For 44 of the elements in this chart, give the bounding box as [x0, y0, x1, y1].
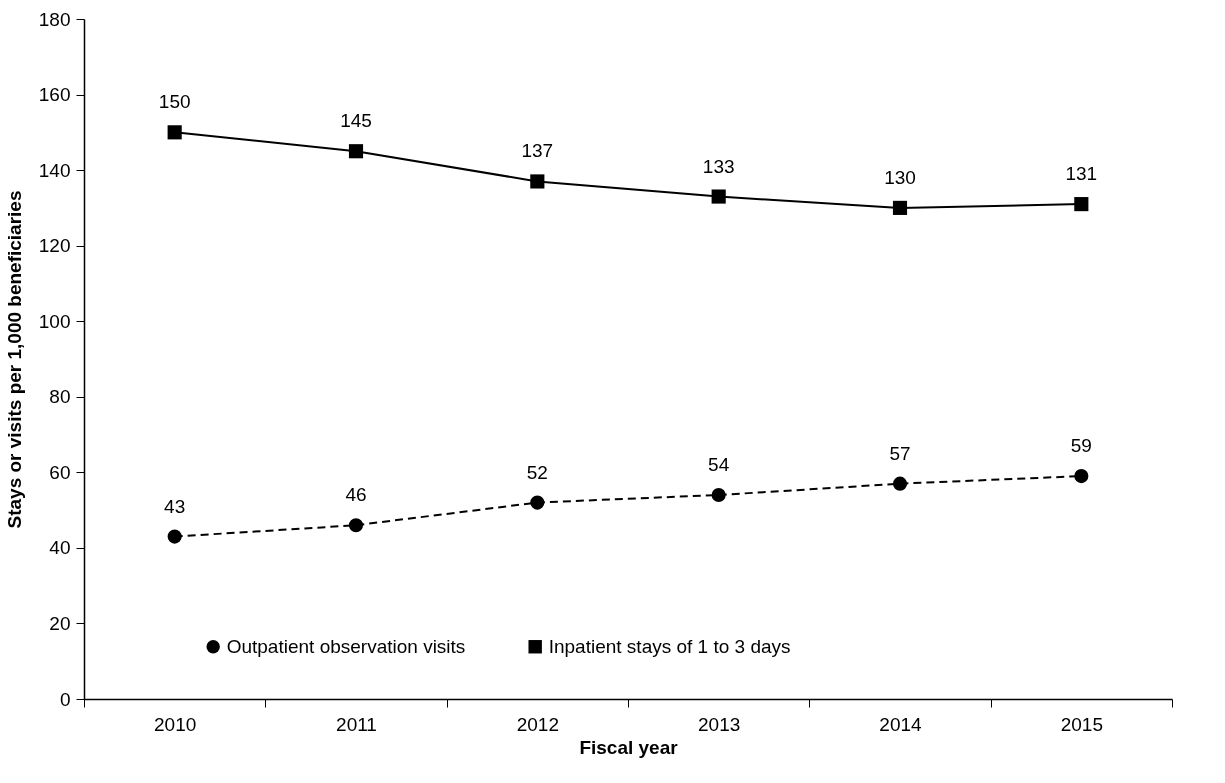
legend-label: Outpatient observation visits: [226, 635, 466, 657]
y-tick-label: 0: [59, 688, 71, 710]
data-label: 150: [158, 91, 191, 113]
x-tick-label: 2010: [154, 713, 197, 735]
y-tick-label: 80: [49, 386, 71, 408]
point: [167, 125, 182, 140]
y-axis-title: Stays or visits per 1,000 beneficiaries: [3, 190, 25, 529]
x-tick-label: 2014: [879, 713, 923, 735]
point: [167, 529, 182, 544]
point: [711, 487, 726, 503]
y-tick-label: 160: [38, 84, 71, 106]
point: [530, 174, 545, 189]
x-tick-label: 2015: [1060, 713, 1103, 735]
y-tick-label: 40: [49, 537, 71, 559]
data-label: 52: [526, 461, 548, 483]
data-label: 133: [702, 155, 735, 177]
point: [892, 476, 908, 491]
x-axis-title: Fiscal year: [579, 736, 679, 758]
data-label: 59: [1070, 435, 1092, 457]
data-label: 145: [340, 110, 372, 132]
point: [892, 200, 908, 215]
y-tick-label: 140: [38, 159, 71, 181]
point: [1074, 469, 1089, 484]
y-tick-label: 100: [38, 310, 71, 332]
data-label: 57: [889, 442, 911, 464]
y-tick-label: 120: [38, 235, 71, 257]
point: [348, 144, 364, 159]
y-tick-label: 180: [38, 8, 71, 30]
data-label: 46: [345, 484, 367, 506]
legend-label: Inpatient stays of 1 to 3 days: [548, 635, 791, 657]
point: [530, 495, 545, 510]
x-tick-label: 2012: [516, 713, 559, 735]
point: [1074, 197, 1089, 212]
data-label: 43: [164, 495, 186, 517]
y-tick-label: 20: [49, 612, 71, 634]
data-label: 54: [708, 454, 730, 475]
data-label: 137: [521, 140, 554, 162]
x-tick-label: 2013: [698, 713, 741, 735]
point: [711, 189, 726, 204]
x-tick-label: 2011: [336, 713, 377, 735]
y-tick-label: 60: [49, 461, 71, 483]
data-label: 130: [884, 166, 916, 188]
data-label: 131: [1065, 163, 1098, 185]
point: [348, 518, 364, 533]
